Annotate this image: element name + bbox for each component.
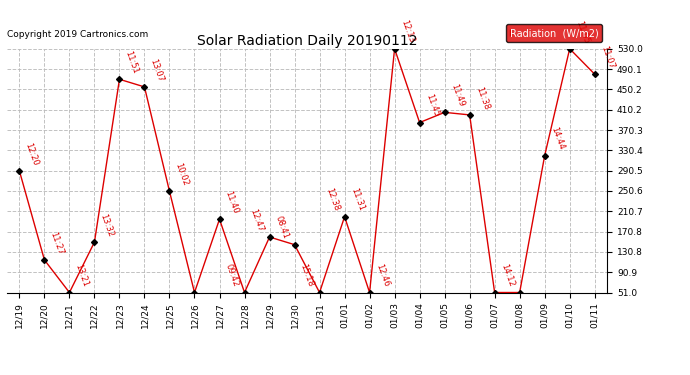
- Text: 12:20: 12:20: [23, 141, 40, 167]
- Text: 11:05: 11:05: [574, 19, 591, 45]
- Text: 10:02: 10:02: [174, 162, 190, 187]
- Text: 12:13: 12:13: [399, 19, 415, 45]
- Text: 13:21: 13:21: [74, 263, 90, 288]
- Legend: Radiation  (W/m2): Radiation (W/m2): [506, 24, 602, 42]
- Text: 14:12: 14:12: [499, 263, 515, 288]
- Text: 12:47: 12:47: [248, 207, 266, 233]
- Title: Solar Radiation Daily 20190112: Solar Radiation Daily 20190112: [197, 34, 417, 48]
- Text: 11:27: 11:27: [48, 230, 66, 256]
- Text: 12:38: 12:38: [324, 187, 340, 213]
- Text: Copyright 2019 Cartronics.com: Copyright 2019 Cartronics.com: [7, 30, 148, 39]
- Text: 11:40: 11:40: [224, 190, 240, 215]
- Text: 13:32: 13:32: [99, 212, 115, 238]
- Text: 13:07: 13:07: [148, 57, 166, 83]
- Text: 14:44: 14:44: [549, 126, 565, 152]
- Text: 09:42: 09:42: [224, 263, 240, 288]
- Text: 11:31: 11:31: [348, 187, 366, 213]
- Text: 15:18: 15:18: [299, 263, 315, 288]
- Text: 08:41: 08:41: [274, 215, 290, 240]
- Text: 11:38: 11:38: [474, 85, 491, 111]
- Text: 12:46: 12:46: [374, 263, 391, 288]
- Text: 11:45: 11:45: [424, 93, 440, 118]
- Text: 11:51: 11:51: [124, 50, 140, 75]
- Text: 11:07: 11:07: [599, 45, 615, 70]
- Text: 11:49: 11:49: [448, 83, 465, 108]
